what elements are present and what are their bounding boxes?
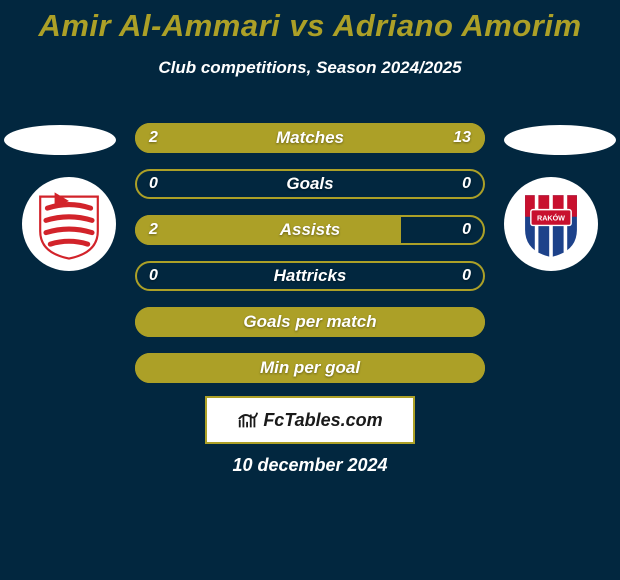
stat-label: Assists — [135, 215, 485, 245]
stat-label: Matches — [135, 123, 485, 153]
cracovia-crest-icon — [33, 188, 105, 260]
stat-row: Min per goal — [135, 353, 485, 383]
stat-row: Goals per match — [135, 307, 485, 337]
player-left-ellipse — [4, 125, 116, 155]
stat-row: 213Matches — [135, 123, 485, 153]
club-badge-right: RAKÓW — [504, 177, 598, 271]
stat-label: Goals per match — [135, 307, 485, 337]
subtitle: Club competitions, Season 2024/2025 — [0, 58, 620, 78]
stat-row: 00Goals — [135, 169, 485, 199]
player-right-ellipse — [504, 125, 616, 155]
stat-label: Min per goal — [135, 353, 485, 383]
comparison-infographic: Amir Al-Ammari vs Adriano Amorim Club co… — [0, 0, 620, 580]
brand-label: FcTables.com — [263, 410, 382, 431]
club-badge-left — [22, 177, 116, 271]
stat-label: Goals — [135, 169, 485, 199]
fctables-logo-icon — [237, 409, 259, 431]
stat-label: Hattricks — [135, 261, 485, 291]
stats-panel: 213Matches 00Goals 20Assists 00Hattricks Goa… — [135, 123, 485, 399]
stat-row: 20Assists — [135, 215, 485, 245]
stat-row: 00Hattricks — [135, 261, 485, 291]
svg-text:RAKÓW: RAKÓW — [537, 213, 565, 222]
infographic-date: 10 december 2024 — [0, 455, 620, 476]
brand-box: FcTables.com — [205, 396, 415, 444]
rakow-crest-icon: RAKÓW — [515, 188, 587, 260]
page-title: Amir Al-Ammari vs Adriano Amorim — [0, 8, 620, 44]
